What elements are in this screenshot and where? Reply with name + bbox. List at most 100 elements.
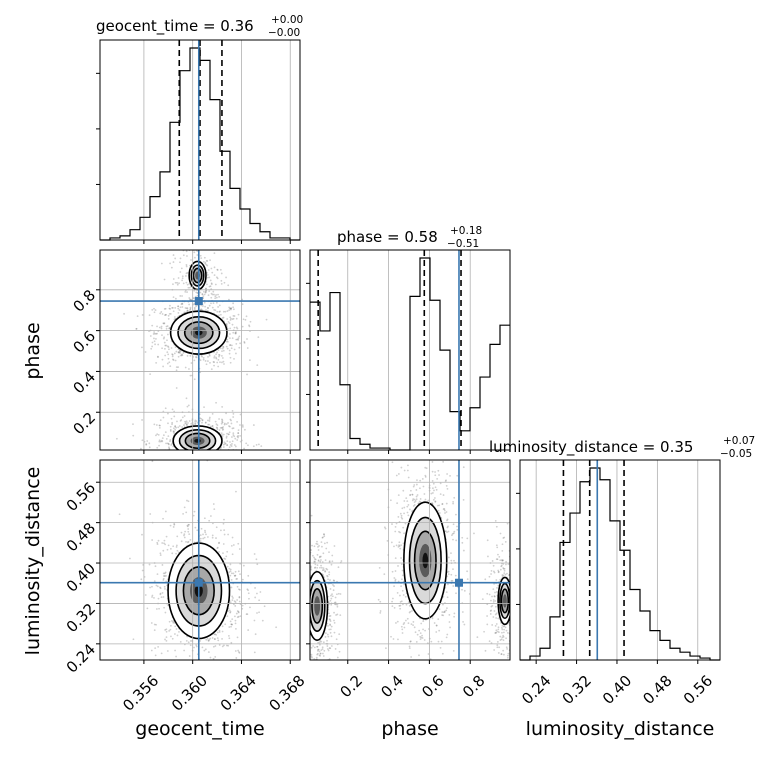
sample-point: [222, 349, 225, 352]
sample-point: [516, 605, 518, 607]
sample-point: [228, 352, 231, 355]
sample-point: [302, 513, 304, 515]
sample-point: [140, 578, 143, 581]
title-phase: phase = 0.58: [337, 228, 438, 246]
sample-point: [501, 575, 504, 578]
sample-point: [304, 610, 306, 612]
sample-point: [461, 541, 464, 544]
title-geocent-time: geocent_time = 0.36: [96, 17, 254, 36]
sample-point: [210, 267, 213, 270]
sample-point: [230, 419, 232, 422]
sample-point: [169, 628, 172, 631]
sample-point: [517, 566, 519, 568]
sample-point: [307, 611, 309, 613]
sample-point: [167, 412, 169, 415]
sample-point: [202, 260, 205, 263]
sample-point: [512, 636, 514, 638]
sample-point: [162, 549, 165, 552]
sample-point: [232, 603, 235, 606]
sample-point: [307, 567, 309, 569]
sample-point: [166, 650, 169, 652]
sample-point: [163, 539, 166, 542]
sample-point: [230, 422, 233, 425]
sample-point: [169, 365, 172, 368]
sample-point: [340, 560, 343, 562]
sample-point: [231, 618, 234, 621]
tick-label-y-luminosity-distance-1: 0.32: [63, 600, 99, 636]
sample-point: [181, 303, 184, 305]
sample-point: [164, 465, 166, 467]
sample-point: [175, 366, 178, 369]
sample-point: [163, 606, 166, 609]
sample-point: [327, 578, 329, 581]
sample-point: [438, 436, 440, 438]
sample-point: [205, 472, 207, 474]
sample-point: [182, 254, 185, 257]
sample-point: [293, 595, 295, 597]
sample-point: [164, 587, 166, 590]
sample-point: [442, 460, 445, 463]
sample-point: [196, 250, 199, 253]
sample-point: [227, 284, 230, 287]
sample-point: [208, 474, 210, 476]
tick-label-x-geocent-time-1: 0.360: [168, 672, 211, 715]
sample-point: [204, 672, 206, 674]
sample-point: [169, 312, 172, 315]
sample-point: [232, 302, 235, 305]
sample-point: [255, 444, 258, 446]
sample-point: [305, 649, 307, 651]
sample-point: [230, 544, 233, 547]
sample-point: [511, 600, 513, 602]
sample-point: [233, 457, 235, 459]
sample-point: [320, 649, 323, 651]
sample-point: [488, 640, 491, 643]
sample-point: [490, 599, 492, 602]
sample-point: [379, 600, 382, 603]
sample-point: [305, 551, 307, 553]
sample-point: [328, 551, 330, 554]
sample-point: [438, 608, 441, 611]
sample-point: [229, 333, 231, 335]
sample-point: [241, 303, 244, 306]
sample-point: [503, 628, 506, 631]
sample-point: [316, 653, 319, 656]
sample-point: [171, 355, 174, 358]
truth-marker-phase--luminosity-distance: [454, 578, 463, 587]
sample-point: [415, 483, 418, 486]
title-geocent-time-plus: +0.00: [271, 14, 303, 26]
sample-point: [504, 626, 507, 629]
sample-point: [321, 536, 324, 539]
sample-point: [308, 605, 310, 607]
sample-point: [164, 629, 167, 631]
sample-point: [155, 361, 158, 364]
sample-point: [193, 244, 195, 246]
sample-point: [208, 285, 211, 288]
sample-point: [308, 668, 310, 670]
sample-point: [164, 431, 167, 434]
sample-point: [136, 315, 139, 318]
sample-point: [462, 549, 465, 552]
sample-point: [497, 584, 500, 587]
sample-point: [189, 354, 192, 357]
sample-point: [217, 639, 220, 642]
sample-point: [332, 579, 335, 582]
sample-point: [411, 509, 414, 512]
sample-point: [206, 536, 209, 538]
sample-point: [206, 276, 209, 279]
sample-point: [215, 353, 218, 356]
sample-point: [418, 500, 421, 503]
sample-point: [178, 351, 181, 354]
sample-point: [306, 579, 308, 581]
sample-point: [163, 322, 165, 325]
sample-point: [198, 453, 200, 455]
sample-point: [180, 455, 182, 457]
sample-point: [220, 279, 223, 282]
sample-point: [306, 627, 308, 629]
sample-point: [224, 310, 227, 313]
sample-point: [183, 311, 186, 314]
sample-point: [502, 574, 505, 577]
sample-point: [162, 416, 165, 419]
sample-point: [511, 611, 513, 613]
sample-point: [156, 433, 159, 436]
sample-point: [204, 529, 206, 532]
